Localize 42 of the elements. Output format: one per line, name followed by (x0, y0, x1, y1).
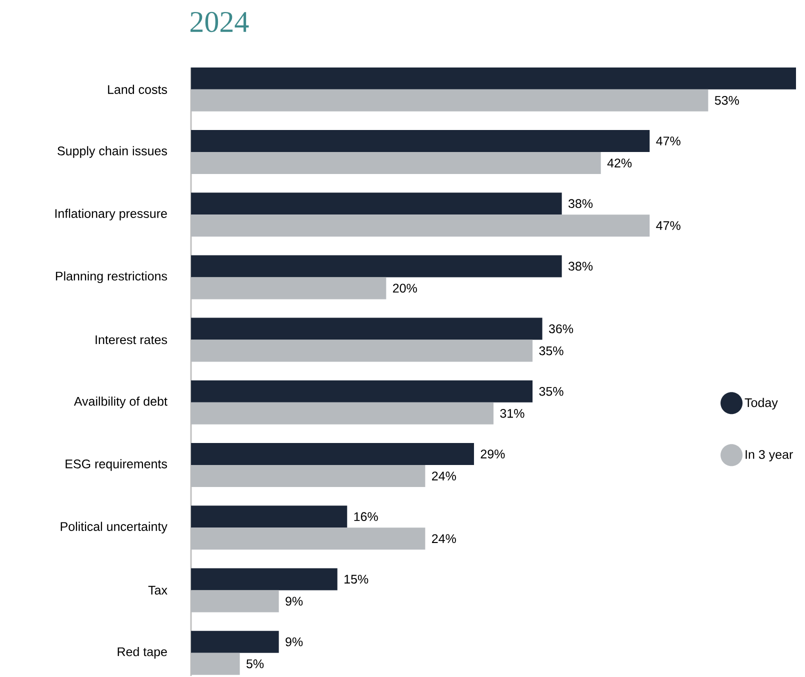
bar (191, 67, 796, 90)
data-label: 24% (432, 534, 456, 544)
data-label: 9% (286, 596, 303, 606)
data-label: 31% (500, 408, 524, 418)
y-tick-label: Supply chain issues (58, 146, 168, 158)
data-label: 35% (539, 386, 564, 396)
data-label: 47% (656, 136, 680, 146)
y-tick-label: Tax (148, 586, 168, 595)
bar (191, 506, 348, 528)
bar (191, 443, 474, 466)
y-tick-label: ESG requirements (66, 459, 168, 471)
bar (191, 380, 533, 402)
data-label: 5% (246, 659, 264, 668)
data-label: 16% (354, 512, 378, 522)
data-label: 47% (656, 221, 680, 230)
data-label: 15% (344, 574, 368, 584)
data-label: 38% (568, 262, 593, 271)
chart-title: 2024 (190, 12, 249, 32)
y-tick-label: Inflationary pressure (55, 208, 167, 220)
bar (191, 192, 562, 215)
y-tick-label: Availbility of debt (74, 396, 168, 408)
y-tick-label: Interest rates (96, 335, 168, 344)
legend-label: In 3 year (746, 450, 793, 462)
y-tick-label: Land costs (108, 84, 168, 94)
bar (191, 255, 562, 278)
data-label: 38% (568, 199, 593, 208)
data-label: 29% (480, 450, 505, 458)
y-tick-label: Planning restrictions (56, 271, 168, 284)
legend-label: Today (744, 398, 778, 410)
y-tick-label: Political uncertainty (60, 522, 168, 534)
data-label: 9% (286, 637, 303, 646)
bar (191, 630, 279, 653)
data-label: 35% (539, 346, 564, 356)
y-tick-label: Red tape (118, 646, 167, 659)
data-label: 24% (432, 472, 456, 480)
data-label: 36% (548, 324, 574, 334)
bar (191, 318, 542, 340)
bar (191, 130, 650, 152)
data-label: 20% (392, 284, 417, 293)
data-label: 42% (607, 158, 632, 168)
bar (191, 568, 338, 590)
data-label: 53% (714, 96, 739, 105)
